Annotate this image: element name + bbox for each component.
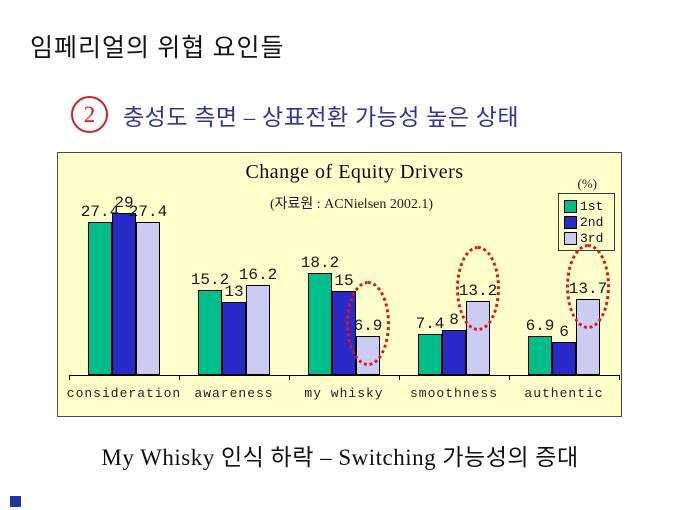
- legend-swatch-2nd: [564, 216, 577, 229]
- chart-source-label: (자료원 : ACNielsen 2002.1): [269, 197, 434, 212]
- bar-1st: [198, 290, 222, 375]
- bar-value-label: 29: [114, 194, 134, 212]
- axis-tick: [509, 375, 510, 380]
- legend-item: 2nd: [564, 215, 614, 230]
- bar-2nd: [222, 302, 246, 375]
- highlight-ellipse: [566, 244, 610, 329]
- legend-swatch-3rd: [564, 232, 577, 245]
- bar-value-label: 27.4: [80, 203, 120, 221]
- axis-tick: [399, 375, 400, 380]
- legend-item: 3rd: [564, 231, 614, 246]
- bar-value-label: 18.2: [300, 254, 340, 272]
- bar-value-label: 7.4: [415, 315, 445, 333]
- bar-value-label: 6: [559, 323, 569, 341]
- x-axis-line: [69, 375, 619, 376]
- highlight-ellipse: [456, 246, 500, 331]
- category-label: my whisky: [304, 386, 384, 401]
- bar-2nd: [442, 330, 466, 375]
- axis-tick: [179, 375, 180, 380]
- legend-swatch-1st: [564, 200, 577, 213]
- category-label: smoothness: [409, 386, 498, 401]
- bar-1st: [88, 222, 112, 375]
- slide-title: 임페리얼의 위협 요인들: [30, 35, 285, 62]
- point-number-badge: 2: [71, 96, 108, 133]
- legend-item: 1st: [564, 199, 614, 214]
- category-label: authentic: [524, 386, 604, 401]
- bar-value-label: 13: [224, 283, 244, 301]
- bar-1st: [308, 273, 332, 375]
- axis-tick: [289, 375, 290, 380]
- equity-drivers-chart: Change of Equity Drivers (자료원 : ACNielse…: [57, 152, 622, 417]
- legend-label: 3rd: [580, 231, 604, 246]
- bar-1st: [418, 334, 442, 375]
- axis-tick: [619, 375, 620, 380]
- heading-row: 2 충성도 측면 – 상표전환 가능성 높은 상태: [71, 96, 519, 133]
- bar-value-label: 15: [334, 272, 354, 290]
- heading-text: 충성도 측면 – 상표전환 가능성 높은 상태: [123, 104, 520, 130]
- plot-area: 27.4 29 27.4 consideration 15.2 13 16.2 awarene…: [58, 153, 621, 416]
- legend-label: 2nd: [580, 215, 604, 230]
- bar-value-label: 27.4: [128, 203, 168, 221]
- bar-3rd: [136, 222, 160, 375]
- chart-title: Change of Equity Drivers: [245, 161, 464, 183]
- bar-value-label: 8: [449, 311, 459, 329]
- corner-decoration: [10, 496, 21, 507]
- bar-value-label: 15.2: [190, 271, 230, 289]
- category-label: consideration: [66, 386, 182, 401]
- chart-legend: 1st 2nd 3rd: [558, 193, 615, 251]
- legend-label: 1st: [580, 199, 604, 214]
- bar-1st: [528, 336, 552, 375]
- bar-2nd: [552, 342, 576, 375]
- category-label: awareness: [194, 386, 274, 401]
- axis-tick: [69, 375, 70, 380]
- slide-caption: My Whisky 인식 하락 – Switching 가능성의 증대: [101, 445, 579, 470]
- percent-unit-label: (%): [577, 176, 598, 191]
- bar-3rd: [246, 285, 270, 375]
- bar-2nd: [112, 213, 136, 375]
- bar-value-label: 6.9: [525, 317, 555, 335]
- bar-value-label: 16.2: [238, 266, 278, 284]
- highlight-ellipse: [346, 281, 390, 366]
